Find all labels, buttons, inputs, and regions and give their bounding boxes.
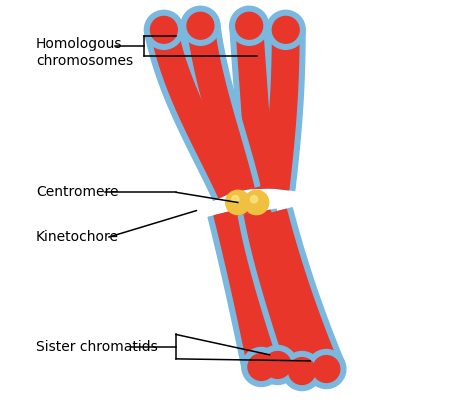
Polygon shape [236, 25, 273, 189]
Text: Sister chromatids: Sister chromatids [36, 340, 158, 354]
Circle shape [187, 12, 214, 39]
Polygon shape [145, 26, 248, 200]
Circle shape [145, 10, 183, 49]
Polygon shape [244, 210, 315, 375]
Circle shape [307, 350, 346, 389]
Circle shape [248, 354, 275, 380]
Circle shape [181, 6, 220, 45]
Circle shape [244, 190, 269, 215]
Circle shape [232, 196, 239, 203]
Polygon shape [214, 209, 274, 370]
Polygon shape [263, 30, 299, 190]
Circle shape [236, 12, 263, 39]
Polygon shape [220, 207, 296, 370]
Polygon shape [208, 208, 280, 371]
Text: Homologous
chromosomes: Homologous chromosomes [36, 36, 133, 68]
Polygon shape [151, 27, 243, 198]
Polygon shape [255, 208, 344, 376]
Circle shape [230, 6, 269, 45]
Text: Centromere: Centromere [36, 185, 118, 199]
Polygon shape [261, 209, 338, 374]
Polygon shape [226, 208, 291, 369]
Polygon shape [256, 30, 305, 191]
Circle shape [258, 346, 297, 384]
Circle shape [289, 357, 315, 384]
Circle shape [264, 352, 291, 378]
Circle shape [250, 196, 258, 203]
Polygon shape [182, 23, 260, 195]
Circle shape [266, 10, 305, 49]
Text: Kinetochore: Kinetochore [36, 230, 119, 244]
Circle shape [242, 348, 281, 387]
Polygon shape [187, 24, 254, 193]
Polygon shape [230, 25, 279, 189]
Polygon shape [238, 209, 320, 377]
Circle shape [150, 16, 177, 43]
Circle shape [313, 355, 340, 382]
Circle shape [283, 352, 321, 391]
Circle shape [226, 190, 250, 215]
Circle shape [273, 16, 299, 43]
